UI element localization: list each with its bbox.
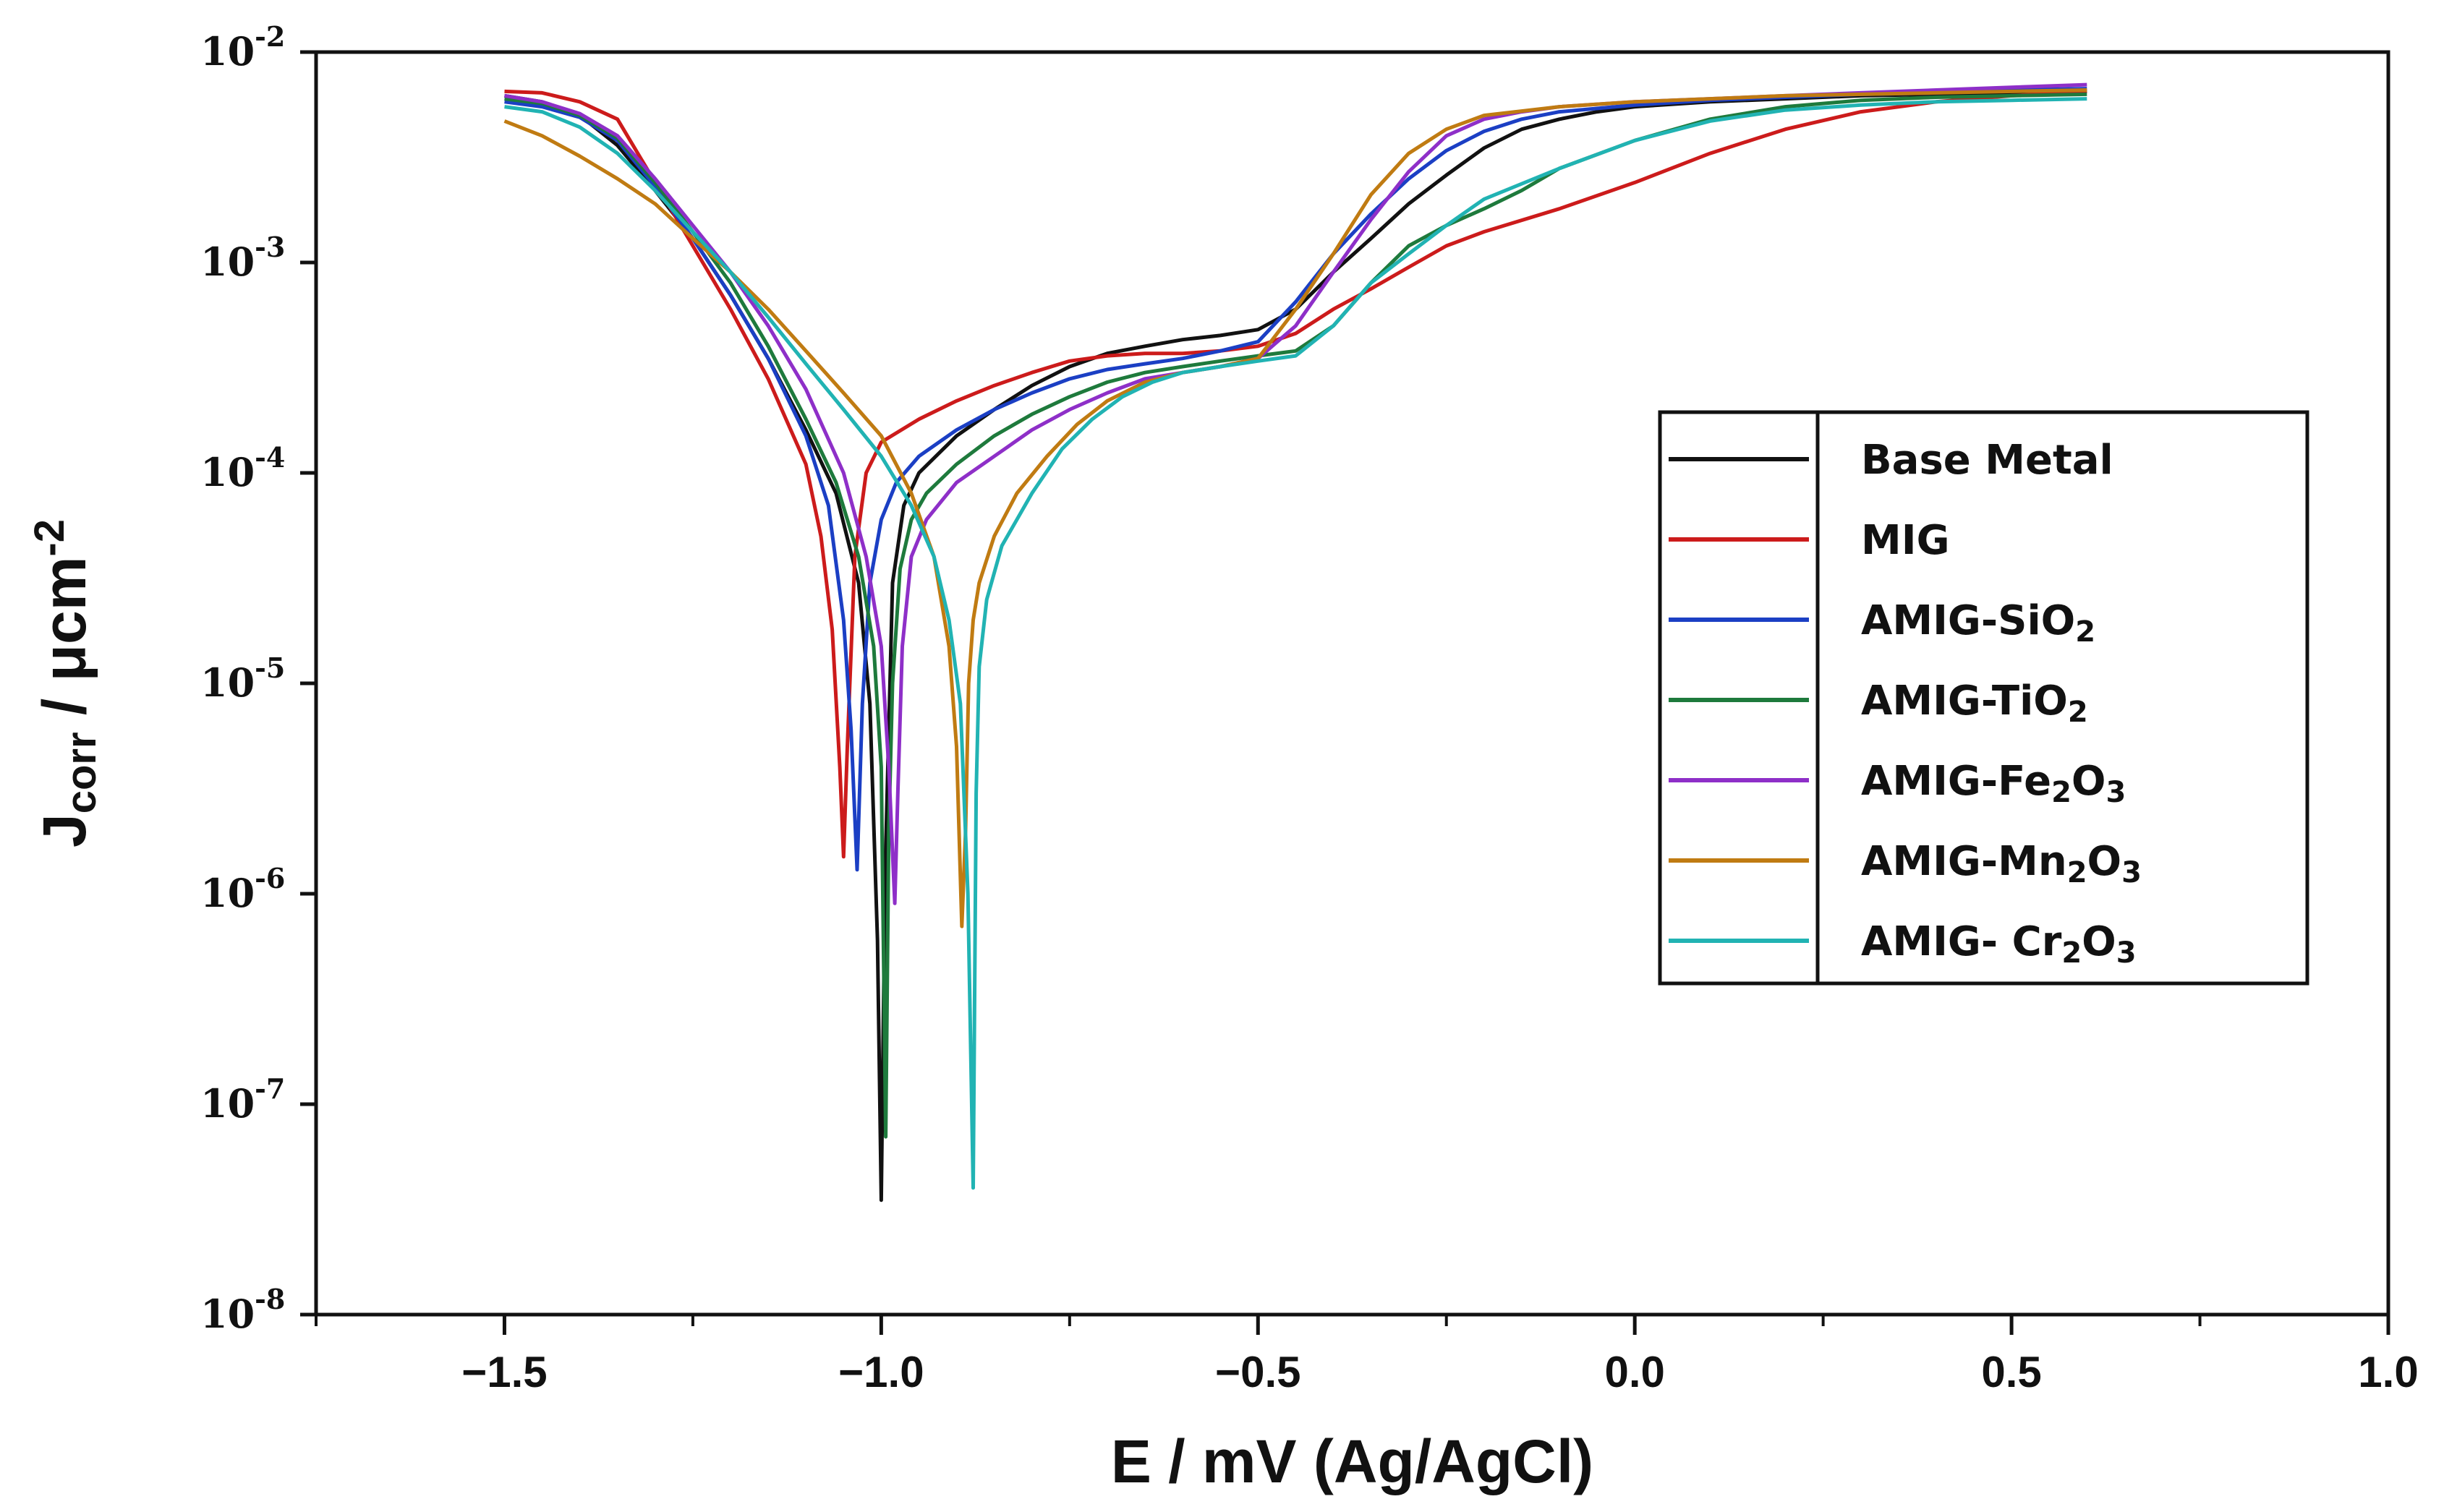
x-tick-label: −1.0: [838, 1348, 924, 1396]
legend-label-tail: O: [2082, 918, 2116, 965]
y-tick-label: 10-8: [200, 1283, 285, 1337]
series-line: [504, 97, 2087, 1190]
legend-label-subscript: 2: [2075, 615, 2095, 649]
x-tick-label: 0.0: [1604, 1348, 1664, 1396]
series-layer: [503, 82, 2087, 1203]
legend-label: AMIG-TiO2: [1861, 678, 2088, 729]
legend-label-main: AMIG-TiO: [1861, 678, 2068, 725]
y-tick-label: 10-6: [200, 862, 285, 916]
y-axis-title-unit: / μcm: [30, 557, 98, 732]
legend-label-main: AMIG- Cr: [1861, 918, 2062, 965]
y-tick-base: 10: [200, 870, 255, 916]
y-tick-label: 10-3: [200, 231, 285, 285]
x-tick-label: 1.0: [2358, 1348, 2418, 1396]
y-tick-base: 10: [200, 28, 255, 74]
legend-label-subscript: 2: [2068, 696, 2088, 729]
x-tick-label: −0.5: [1215, 1348, 1300, 1396]
y-tick-label: 10-7: [200, 1072, 285, 1127]
series-line: [503, 88, 2087, 928]
y-tick-base: 10: [200, 449, 255, 495]
series-line: [504, 89, 2087, 859]
y-axis-title-subscript: corr: [58, 732, 105, 813]
y-tick-exponent: -2: [255, 20, 285, 53]
legend-label-main: AMIG-SiO: [1861, 597, 2075, 644]
y-tick-base: 10: [200, 659, 255, 706]
legend-label: AMIG- Cr2O3: [1861, 918, 2137, 970]
legend-label: AMIG-Fe2O3: [1861, 758, 2126, 809]
legend-label-subscript: 2: [2051, 776, 2072, 809]
legend-label-main: Base Metal: [1861, 437, 2113, 484]
legend-label-subscript: 2: [2067, 856, 2087, 889]
legend-label: Base Metal: [1861, 437, 2113, 484]
legend-label-main: AMIG-Fe: [1861, 758, 2051, 805]
y-tick-label: 10-4: [200, 441, 285, 495]
legend-label-subscript: 3: [2106, 776, 2126, 809]
legend-label-subscript: 2: [2061, 936, 2082, 970]
series-line: [504, 87, 2087, 872]
legend: Base MetalMIGAMIG-SiO2AMIG-TiO2AMIG-Fe2O…: [1658, 410, 2309, 986]
y-tick-exponent: -8: [255, 1283, 285, 1315]
x-axis-title: E / mV (Ag/AgCl): [1111, 1427, 1593, 1495]
legend-label-subscript: 3: [2116, 936, 2137, 970]
y-tick-base: 10: [200, 1080, 255, 1127]
y-tick-exponent: -3: [255, 231, 285, 263]
legend-label-main: AMIG-Mn: [1861, 838, 2067, 885]
legend-label: AMIG-Mn2O3: [1861, 838, 2142, 889]
x-tick-label: −1.5: [461, 1348, 547, 1396]
legend-label-main: MIG: [1861, 517, 1950, 564]
y-tick-exponent: -7: [255, 1072, 285, 1105]
legend-label: MIG: [1861, 517, 1950, 564]
y-tick-exponent: -5: [255, 652, 285, 684]
legend-label: AMIG-SiO2: [1861, 597, 2095, 649]
legend-label-tail: O: [2072, 758, 2106, 805]
y-axis-title-exponent: -2: [26, 519, 73, 557]
y-tick-exponent: -6: [255, 862, 285, 894]
y-tick-label: 10-5: [200, 652, 285, 706]
y-tick-exponent: -4: [255, 441, 285, 474]
y-tick-base: 10: [200, 1291, 255, 1337]
y-axis-title: Jcorr / μcm-2: [26, 519, 105, 847]
y-tick-base: 10: [200, 239, 255, 285]
y-tick-label: 10-2: [200, 20, 285, 74]
y-axis-title-main: J: [30, 813, 98, 847]
legend-label-tail: O: [2087, 838, 2122, 885]
legend-label-subscript: 3: [2121, 856, 2142, 889]
x-tick-label: 0.5: [1981, 1348, 2041, 1396]
axes-layer: −1.5 −1.0 −0.5 0.0 0.5 1.010-210-310-410-510-…: [200, 20, 2419, 1396]
